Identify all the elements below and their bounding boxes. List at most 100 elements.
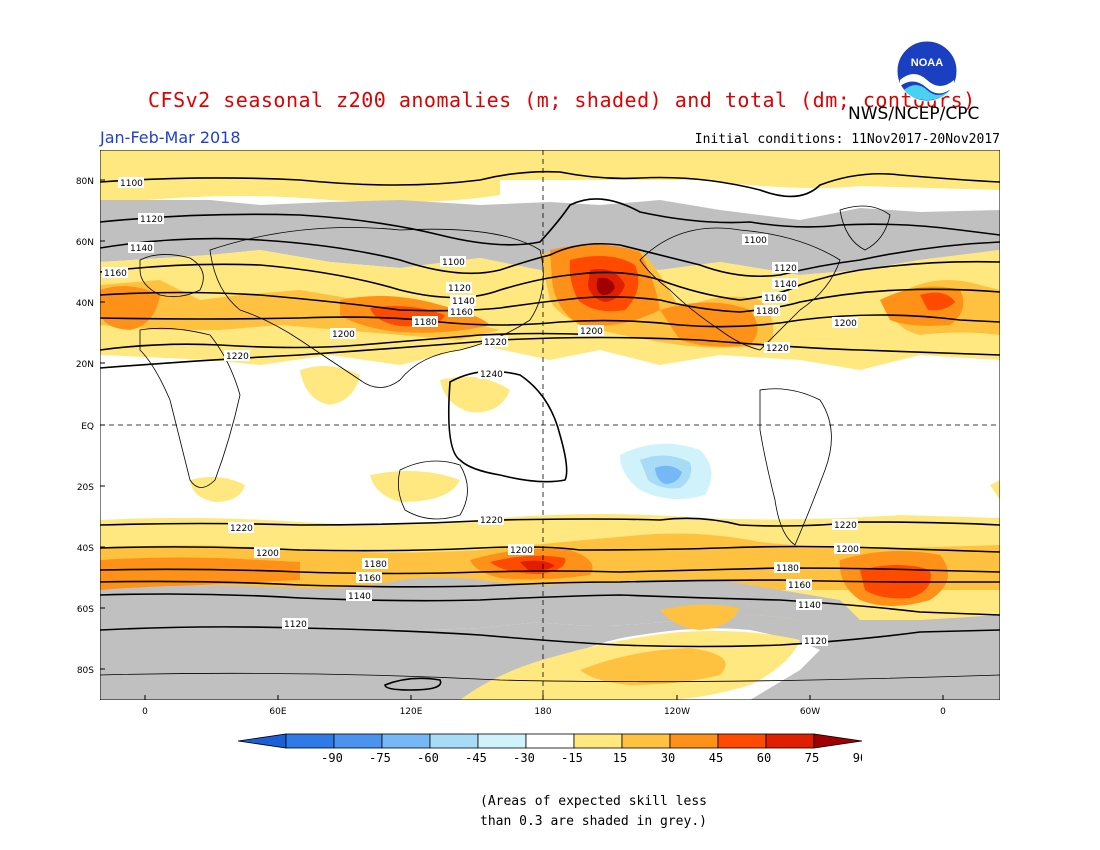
colorbar-tick-label: -90 [321,751,343,765]
svg-text:1200: 1200 [834,319,857,329]
lat-label: 60N [76,238,94,248]
colorbar-swatch [669,733,719,749]
svg-text:1140: 1140 [798,601,821,611]
svg-text:1160: 1160 [764,294,787,304]
svg-text:1120: 1120 [804,637,827,647]
contour-label-1140e: 1140 [796,599,822,611]
contour-label-1100b: 1100 [440,256,466,268]
contour-label-1120b: 1120 [446,282,472,294]
skill-note: (Areas of expected skill less than 0.3 a… [480,792,707,832]
contour-label-1220d: 1220 [228,522,254,534]
contour-label-1180e: 1180 [774,562,800,574]
organization-label: NWS/NCEP/CPC [848,104,980,124]
svg-text:1120: 1120 [774,264,797,274]
colorbar-tick-label: 15 [613,751,627,765]
colorbar-legend: -90 -75 -60 -45 -30 -15 15 30 45 60 75 90 [238,733,862,765]
svg-text:1220: 1220 [480,516,503,526]
svg-text:1160: 1160 [450,308,473,318]
contour-label-1240: 1240 [478,368,504,380]
colorbar-tick-label: 60 [757,751,771,765]
skill-note-line: (Areas of expected skill less [480,794,707,809]
svg-text:1220: 1220 [226,352,249,362]
lat-label: 20N [76,360,94,370]
svg-text:1220: 1220 [834,521,857,531]
svg-text:1140: 1140 [130,244,153,254]
svg-text:1200: 1200 [332,330,355,340]
svg-text:1100: 1100 [744,236,767,246]
lon-label: 60W [800,707,820,717]
svg-text:1100: 1100 [442,258,465,268]
skill-note-line: than 0.3 are shaded in grey.) [480,814,707,829]
contour-label-1220b: 1220 [482,336,508,348]
svg-text:1160: 1160 [788,581,811,591]
contour-label-1160b: 1160 [448,306,474,318]
longitude-labels: 0 60E 120E 180 120W 60W 0 [142,707,946,717]
lon-label: 60E [269,707,286,717]
svg-text:1180: 1180 [776,564,799,574]
contour-label-1180d: 1180 [362,558,388,570]
svg-text:1200: 1200 [256,549,279,559]
colorbar-tick-label: -15 [561,751,583,765]
svg-text:1220: 1220 [230,524,253,534]
svg-text:1120: 1120 [284,620,307,630]
colorbar-tick-label: 90 [853,751,862,765]
svg-text:1200: 1200 [836,545,859,555]
svg-text:1220: 1220 [766,344,789,354]
svg-text:1140: 1140 [452,297,475,307]
contour-label-1200c: 1200 [832,317,858,329]
lat-label: 20S [77,483,94,493]
svg-text:1180: 1180 [364,560,387,570]
lat-label: EQ [81,422,94,432]
lon-label: 0 [142,707,148,717]
lon-label: 0 [940,707,946,717]
contour-label-1120: 1120 [138,213,164,225]
svg-text:1200: 1200 [510,546,533,556]
colorbar-arrow-right [813,733,862,749]
contour-label-1120d: 1120 [282,618,308,630]
lat-label: 80S [77,666,94,676]
colorbar-tick-label: -75 [369,751,391,765]
svg-text:1180: 1180 [414,318,437,328]
lon-label: 120W [664,707,690,717]
contour-label-1160c: 1160 [762,292,788,304]
contour-label-1120e: 1120 [802,635,828,647]
colorbar-arrow-left [238,733,287,749]
colorbar-swatch [765,733,815,749]
colorbar-swatch [525,733,575,749]
svg-text:1120: 1120 [448,284,471,294]
svg-text:1100: 1100 [120,179,143,189]
contour-label-1160e: 1160 [786,579,812,591]
colorbar-swatch [381,733,431,749]
colorbar-swatch [285,733,335,749]
colorbar-tick-label: -60 [417,751,439,765]
svg-text:1220: 1220 [484,338,507,348]
colorbar-tick-label: -45 [465,751,487,765]
colorbar-swatch [477,733,527,749]
initial-conditions: Initial conditions: 11Nov2017-20Nov2017 [694,132,1000,147]
colorbar-swatch [621,733,671,749]
contour-label-1160d: 1160 [356,572,382,584]
contour-label-1200e: 1200 [508,544,534,556]
svg-text:1120: 1120 [140,215,163,225]
svg-text:1160: 1160 [358,574,381,584]
contour-label-1120c: 1120 [772,262,798,274]
colorbar-tick-label: 75 [805,751,819,765]
lon-label: 120E [400,707,423,717]
colorbar-tick-label: -30 [513,751,535,765]
colorbar-tick-label: 45 [709,751,723,765]
lat-label: 60S [77,605,94,615]
contour-label-1220: 1220 [224,350,250,362]
contour-label-1100c: 1100 [742,234,768,246]
colorbar-swatch [717,733,767,749]
contour-label-1140c: 1140 [772,278,798,290]
lon-label: 180 [534,707,551,717]
map-title: CFSv2 seasonal z200 anomalies (m; shaded… [148,88,976,112]
svg-text:1180: 1180 [756,307,779,317]
contour-label-1100: 1100 [118,177,144,189]
svg-text:1140: 1140 [774,280,797,290]
contour-label-1180: 1180 [412,316,438,328]
svg-text:1240: 1240 [480,370,503,380]
colorbar-swatch [573,733,623,749]
forecast-period: Jan-Feb-Mar 2018 [100,128,241,147]
colorbar-swatch [333,733,383,749]
